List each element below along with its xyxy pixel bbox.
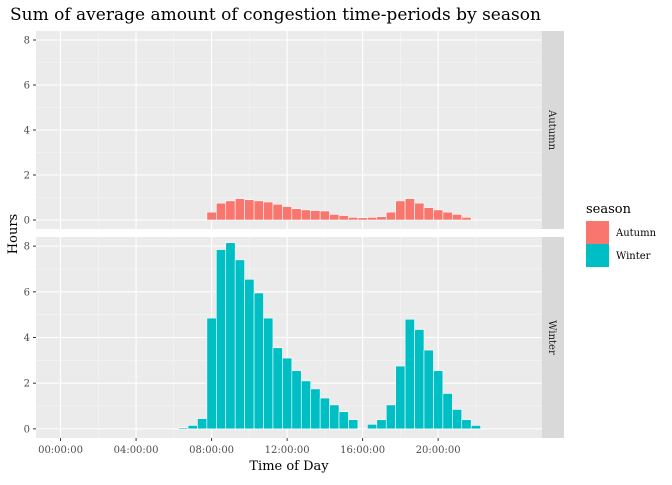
- bar-winter: [178, 427, 189, 430]
- bar-autumn: [376, 216, 387, 221]
- y-axis-title: Hours: [6, 214, 21, 254]
- bar-autumn: [282, 206, 293, 221]
- y-tick-label: 0: [24, 424, 30, 435]
- bar-autumn: [442, 211, 453, 221]
- bar-autumn: [385, 211, 396, 221]
- bar-winter: [376, 419, 387, 430]
- bar-autumn: [206, 211, 217, 221]
- bar-winter: [452, 409, 463, 430]
- bar-winter: [423, 349, 434, 430]
- y-tick-label: 2: [24, 171, 30, 182]
- bar-winter: [338, 411, 349, 430]
- y-tick-label: 8: [24, 242, 30, 253]
- bar-winter: [187, 425, 198, 430]
- bars: [178, 198, 481, 430]
- bar-autumn: [329, 214, 340, 221]
- bar-autumn: [452, 214, 463, 221]
- bar-autumn: [404, 198, 415, 221]
- x-tick-label: 12:00:00: [265, 445, 310, 456]
- bar-autumn: [263, 201, 274, 221]
- bar-autumn: [433, 209, 444, 221]
- bar-autumn: [234, 198, 245, 221]
- bar-winter: [329, 404, 340, 430]
- bar-winter: [433, 370, 444, 430]
- bar-winter: [404, 318, 415, 430]
- y-tick-label: 0: [24, 216, 30, 227]
- x-tick-label: 20:00:00: [416, 445, 461, 456]
- y-tick-label: 4: [24, 126, 30, 137]
- bar-winter: [234, 259, 245, 430]
- y-tick-label: 2: [24, 379, 30, 390]
- bar-autumn: [216, 202, 227, 221]
- x-tick-label: 08:00:00: [189, 445, 234, 456]
- bar-winter: [263, 317, 274, 430]
- y-tick-label: 6: [24, 81, 30, 92]
- bar-winter: [253, 292, 264, 430]
- bar-winter: [225, 242, 236, 430]
- bar-winter: [395, 365, 406, 430]
- bar-autumn: [414, 202, 425, 221]
- strip-autumn-label: Autumn: [546, 109, 557, 151]
- x-tick-label: 16:00:00: [340, 445, 385, 456]
- chart-title: Sum of average amount of congestion time…: [10, 5, 541, 25]
- y-tick-label: 6: [24, 287, 30, 298]
- bar-autumn: [348, 217, 359, 221]
- bar-winter: [310, 388, 321, 430]
- bar-autumn: [272, 203, 283, 221]
- legend-label-autumn: Autumn: [615, 228, 657, 239]
- bar-winter: [319, 397, 330, 430]
- bar-autumn: [310, 210, 321, 221]
- bar-autumn: [253, 200, 264, 221]
- bar-winter: [282, 357, 293, 430]
- bar-winter: [348, 419, 359, 430]
- bar-winter: [470, 425, 481, 430]
- bar-autumn: [244, 199, 255, 221]
- bar-autumn: [338, 215, 349, 221]
- bar-autumn: [395, 200, 406, 221]
- bar-autumn: [225, 200, 236, 221]
- bar-autumn: [291, 208, 302, 221]
- strip-winter-label: Winter: [546, 320, 557, 355]
- bar-winter: [442, 393, 453, 430]
- legend-key-autumn: [586, 221, 609, 244]
- bar-winter: [216, 249, 227, 430]
- strip-autumn: [542, 31, 564, 229]
- bar-winter: [300, 380, 312, 430]
- legend-title: season: [586, 202, 632, 217]
- bar-winter: [461, 419, 472, 430]
- strip-winter: [542, 237, 564, 438]
- bar-autumn: [319, 210, 330, 221]
- x-tick-label: 04:00:00: [114, 445, 159, 456]
- x-tick-label: 00:00:00: [38, 445, 83, 456]
- bar-autumn: [367, 217, 378, 221]
- bar-autumn: [357, 217, 368, 221]
- y-tick-label: 8: [24, 36, 30, 47]
- bar-winter: [414, 329, 425, 430]
- bar-winter: [197, 418, 208, 430]
- y-tick-label: 4: [24, 333, 30, 344]
- x-axis-ticks: 00:00:00 04:00:00 08:00:00 12:00:00 16:00:00…: [38, 438, 461, 456]
- bar-autumn: [300, 209, 312, 221]
- bar-winter: [206, 317, 217, 430]
- y-axis-ticks: 0 2 4 6 8 0 2 4 6 8: [24, 36, 36, 435]
- bar-winter: [272, 347, 283, 430]
- bar-autumn: [423, 207, 434, 221]
- legend-label-winter: Winter: [616, 251, 651, 262]
- bar-winter: [291, 370, 302, 430]
- legend: season Autumn Winter: [586, 202, 657, 267]
- bar-winter: [385, 404, 396, 430]
- x-axis-title: Time of Day: [249, 459, 329, 474]
- bar-winter: [244, 278, 255, 430]
- bar-winter: [367, 423, 378, 430]
- bar-autumn: [461, 217, 472, 221]
- legend-key-winter: [586, 244, 609, 267]
